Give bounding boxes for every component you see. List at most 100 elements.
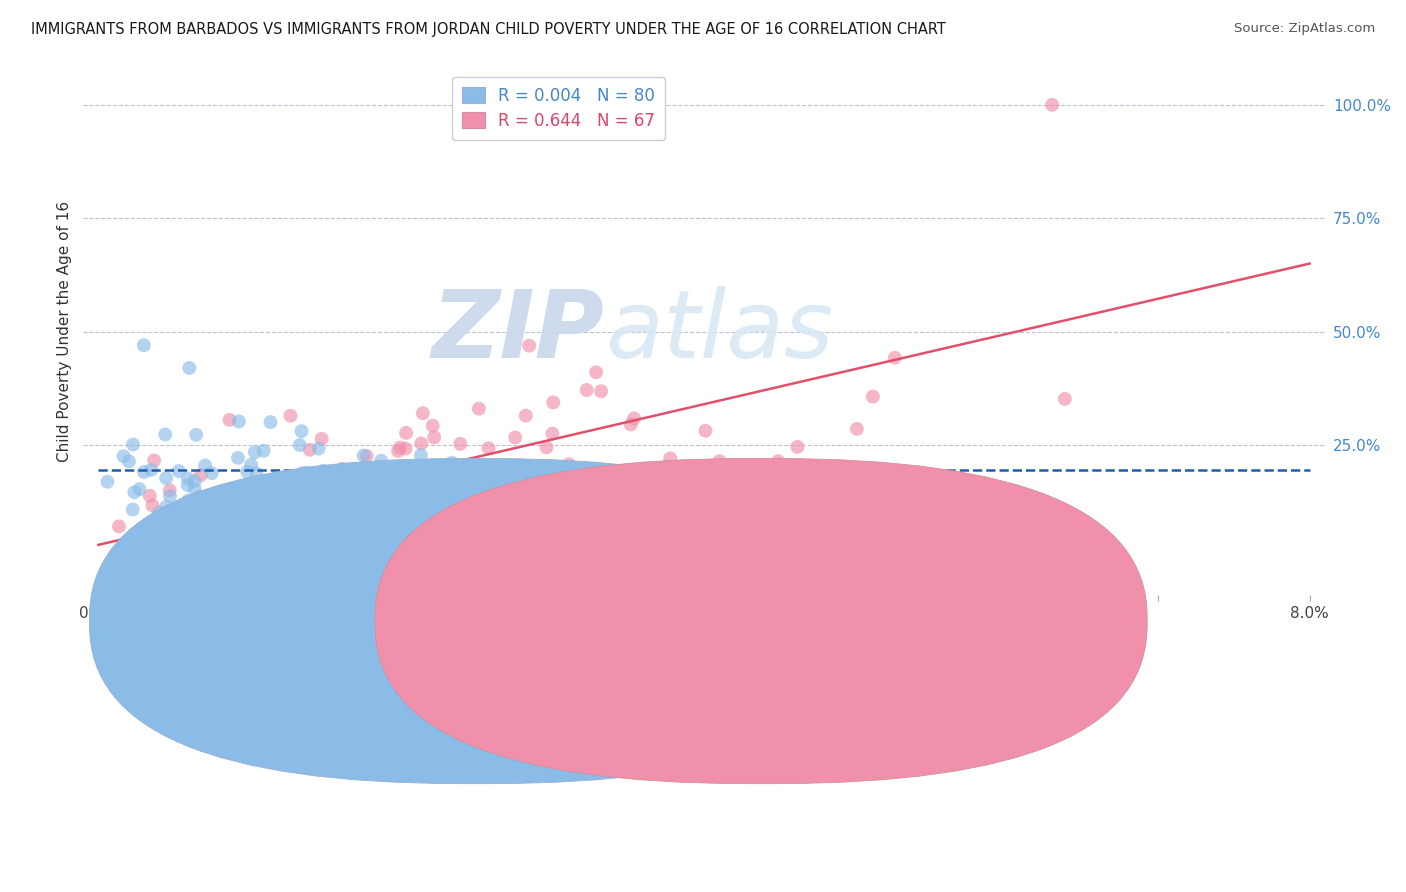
Point [766, 454, 789, 468]
Point [422, 418, 444, 433]
Point [845, 422, 868, 436]
Point [423, 430, 446, 444]
Point [167, 464, 190, 478]
Point [786, 440, 808, 454]
Point [163, 519, 186, 533]
FancyBboxPatch shape [90, 458, 862, 784]
Point [356, 449, 378, 463]
Point [155, 427, 177, 442]
Point [122, 437, 145, 451]
Point [188, 490, 211, 504]
Point [280, 409, 302, 423]
Point [259, 415, 281, 429]
Point [330, 461, 353, 475]
Point [263, 480, 285, 494]
Point [285, 475, 308, 489]
Point [245, 467, 267, 481]
Point [141, 499, 163, 513]
Point [440, 456, 463, 470]
Point [543, 395, 565, 409]
Point [449, 437, 471, 451]
Point [585, 365, 607, 379]
Point [132, 338, 155, 352]
Point [219, 491, 242, 506]
Point [155, 500, 177, 514]
Point [441, 520, 464, 534]
Point [176, 500, 198, 515]
Point [253, 443, 276, 458]
Point [240, 458, 263, 472]
Point [575, 383, 598, 397]
Point [159, 483, 181, 498]
Text: Immigrants from Barbados: Immigrants from Barbados [505, 624, 711, 639]
Point [297, 466, 319, 480]
Point [478, 499, 501, 513]
Point [454, 492, 477, 507]
Point [121, 502, 143, 516]
Text: atlas: atlas [605, 286, 832, 377]
Point [555, 488, 578, 502]
Point [132, 465, 155, 479]
Point [247, 511, 270, 525]
Point [290, 492, 312, 507]
Point [138, 489, 160, 503]
Point [201, 466, 224, 480]
Point [240, 480, 263, 494]
Point [218, 413, 240, 427]
Point [470, 472, 492, 486]
Point [423, 531, 446, 545]
Point [96, 475, 118, 489]
Point [862, 390, 884, 404]
Point [243, 445, 266, 459]
Point [1040, 98, 1063, 112]
Point [318, 517, 340, 532]
Point [312, 464, 335, 478]
Point [709, 454, 731, 468]
Point [409, 448, 432, 462]
Point [245, 476, 267, 491]
Point [155, 471, 177, 485]
Point [308, 442, 330, 456]
Point [177, 493, 200, 508]
Point [389, 441, 412, 455]
Point [496, 483, 519, 497]
Text: IMMIGRANTS FROM BARBADOS VS IMMIGRANTS FROM JORDAN CHILD POVERTY UNDER THE AGE O: IMMIGRANTS FROM BARBADOS VS IMMIGRANTS F… [31, 22, 946, 37]
Point [183, 482, 205, 496]
Point [883, 351, 905, 365]
Point [194, 458, 217, 473]
Point [1053, 392, 1076, 406]
Point [205, 535, 228, 549]
Point [591, 384, 613, 399]
Point [468, 401, 491, 416]
Point [503, 430, 526, 444]
Point [659, 451, 682, 466]
Point [228, 414, 250, 428]
Point [534, 486, 557, 500]
Point [288, 438, 311, 452]
Point [374, 475, 396, 490]
Point [128, 482, 150, 496]
Point [315, 476, 337, 491]
Point [148, 506, 170, 520]
Legend: R = 0.004   N = 80, R = 0.644   N = 67: R = 0.004 N = 80, R = 0.644 N = 67 [451, 77, 665, 139]
Point [373, 503, 395, 517]
Point [148, 529, 170, 543]
Point [354, 488, 377, 502]
Point [515, 409, 537, 423]
Point [259, 508, 281, 522]
Point [371, 463, 394, 477]
Point [308, 514, 330, 528]
Point [394, 442, 416, 456]
Point [112, 449, 135, 463]
Point [186, 427, 208, 442]
Point [174, 499, 197, 513]
Point [405, 493, 427, 508]
Point [695, 424, 717, 438]
Point [176, 478, 198, 492]
Point [291, 474, 314, 488]
Point [347, 467, 370, 482]
Point [654, 459, 676, 474]
Point [321, 489, 343, 503]
Point [190, 468, 212, 483]
Point [273, 496, 295, 510]
